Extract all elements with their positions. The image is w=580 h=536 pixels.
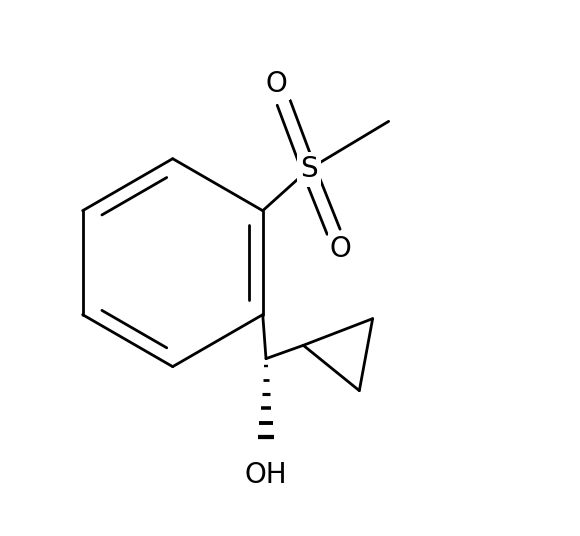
Text: S: S (300, 155, 317, 183)
Text: OH: OH (245, 461, 287, 489)
Text: O: O (330, 235, 351, 263)
Text: O: O (266, 70, 288, 98)
